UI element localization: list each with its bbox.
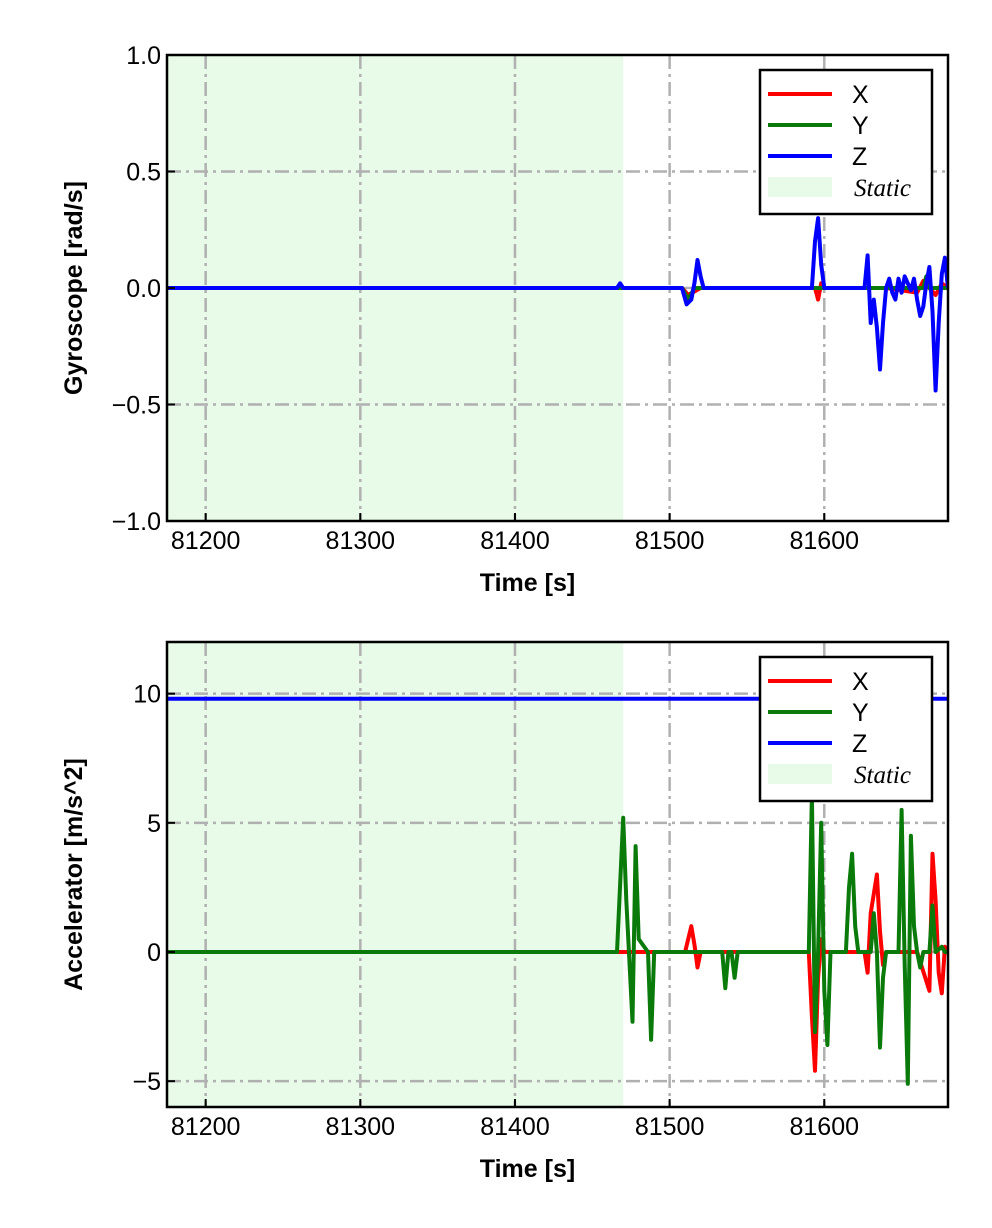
gyro-legend: XYZ Static	[758, 68, 934, 216]
accel-series-y-line	[167, 792, 948, 1086]
accel-x-tick-label: 81400	[480, 1113, 550, 1141]
accel-legend-label-y: Y	[852, 699, 869, 727]
gyro-legend-swatch-static	[768, 177, 832, 197]
accel-legend: XYZ Static	[758, 655, 934, 803]
gyro-legend-label-static: Static	[854, 175, 911, 202]
accel-x-tick-label: 81500	[635, 1113, 705, 1141]
gyro-x-tick-label: 81600	[790, 527, 860, 555]
gyro-x-axis-title: Time [s]	[480, 569, 575, 597]
accelerator-chart: 81200 81300 81400 81500 81600 10 5 0 −5 Time [s] A…	[60, 640, 950, 1183]
accel-x-axis-title: Time [s]	[480, 1155, 575, 1183]
gyro-y-tick-label: 0.5	[126, 159, 161, 187]
gyro-legend-label-z: Z	[852, 143, 867, 171]
gyroscope-chart: 81200 81300 81400 81500 81600 1.0 0.5 0.0 −0.5 −1…	[60, 42, 950, 597]
accel-x-tick-label: 81600	[790, 1113, 860, 1141]
gyro-x-tick-label: 81500	[635, 527, 705, 555]
accel-x-tick-label: 81300	[326, 1113, 396, 1141]
gyro-x-tick-label: 81300	[326, 527, 396, 555]
gyro-plot-lines	[167, 216, 948, 393]
accel-series-x-line	[167, 851, 948, 1073]
gyro-series-z-line	[167, 216, 948, 393]
accel-static-region	[167, 642, 624, 1107]
gyro-legend-label-x: X	[852, 81, 869, 109]
accel-plot-frame	[165, 640, 950, 1109]
accel-legend-label-z: Z	[852, 730, 867, 758]
gyro-x-tick-label: 81400	[480, 527, 550, 555]
gyro-y-tick-label: 0.0	[126, 275, 161, 303]
accel-legend-label-x: X	[852, 668, 869, 696]
gyro-x-tick-label: 81200	[171, 527, 241, 555]
gyro-y-tick-label: 1.0	[126, 42, 161, 70]
gyro-legend-label-y: Y	[852, 112, 869, 140]
accel-y-tick-label: −5	[132, 1068, 161, 1096]
accel-y-tick-label: 10	[133, 681, 161, 709]
accel-legend-label-static: Static	[854, 762, 911, 789]
gyro-y-tick-label: −1.0	[112, 508, 161, 536]
accel-y-tick-label: 5	[147, 810, 161, 838]
accel-y-axis-title: Accelerator [m/s^2]	[60, 758, 88, 991]
accel-legend-swatch-static	[768, 764, 832, 784]
accel-y-tick-label: 0	[147, 939, 161, 967]
gyro-y-tick-label: −0.5	[112, 392, 161, 420]
gyro-y-axis-title: Gyroscope [rad/s]	[60, 181, 88, 395]
accel-x-tick-label: 81200	[171, 1113, 241, 1141]
